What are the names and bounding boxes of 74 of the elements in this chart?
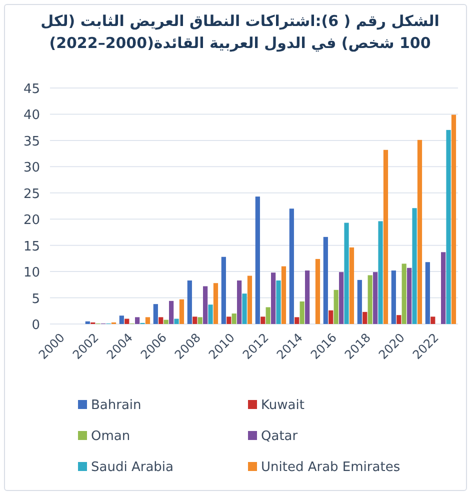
- y-tick-label: 0: [32, 318, 40, 333]
- bar: [198, 317, 202, 324]
- bar: [305, 270, 310, 324]
- bar: [179, 299, 184, 324]
- bar: [328, 310, 334, 324]
- y-tick-label: 10: [23, 266, 40, 281]
- bar: [255, 196, 260, 324]
- bar: [294, 317, 300, 324]
- bar: [271, 272, 276, 324]
- y-tick-label: 20: [23, 213, 40, 228]
- bar: [192, 316, 198, 324]
- bar: [119, 316, 124, 324]
- bar: [425, 262, 430, 324]
- bar: [260, 316, 266, 324]
- bar: [145, 317, 150, 324]
- bar: [349, 247, 354, 324]
- bar: [232, 314, 236, 324]
- y-tick-label: 25: [23, 186, 40, 202]
- bar: [446, 130, 451, 324]
- bar: [412, 208, 417, 324]
- bar: [221, 256, 226, 324]
- bar: [187, 280, 192, 324]
- legend-label: Saudi Arabia: [91, 460, 174, 475]
- bar: [242, 294, 247, 324]
- bar: [441, 252, 446, 324]
- bar: [362, 312, 368, 324]
- bar: [368, 275, 372, 324]
- legend-label: Oman: [91, 429, 130, 444]
- bar: [391, 270, 396, 324]
- bar: [344, 222, 349, 324]
- bar: [396, 315, 402, 324]
- bar: [451, 114, 456, 324]
- y-tick-label: 5: [32, 292, 40, 307]
- y-tick-label: 15: [23, 239, 40, 254]
- bar: [153, 304, 158, 324]
- legend-label: Kuwait: [261, 398, 304, 413]
- bar: [402, 264, 406, 324]
- bar: [407, 268, 412, 324]
- bar: [373, 272, 378, 324]
- bar: [417, 140, 422, 324]
- bar: [334, 290, 338, 324]
- bar: [247, 276, 252, 324]
- legend-label: Qatar: [261, 429, 298, 444]
- y-tick-label: 45: [23, 82, 40, 97]
- bar: [174, 318, 179, 324]
- legend-label: Bahrain: [91, 398, 142, 413]
- bar: [300, 301, 304, 324]
- bar: [164, 320, 168, 324]
- bar: [85, 321, 90, 324]
- bar: [323, 236, 328, 324]
- bar: [124, 318, 130, 324]
- bar: [169, 300, 174, 324]
- bar: [339, 272, 344, 324]
- bar: [213, 283, 218, 324]
- y-tick-label: 40: [23, 108, 40, 124]
- bar: [237, 280, 242, 324]
- bar: [430, 316, 436, 324]
- bar: [266, 307, 270, 324]
- bar: [378, 221, 383, 324]
- y-tick-label: 30: [23, 160, 40, 176]
- bar: [281, 266, 286, 324]
- legend-label: United Arab Emirates: [261, 460, 400, 475]
- bar: [276, 280, 281, 324]
- bar: [315, 258, 320, 324]
- chart-title: الشكل رقم ( 6):اشتراكات النطاق العريض الثابت (لكل 100 شخص) في الدول العربية القائدة(2000–2022): [40, 11, 440, 54]
- bar: [208, 304, 213, 324]
- bar: [226, 316, 232, 324]
- bar: [357, 280, 362, 324]
- bar: [289, 208, 294, 324]
- bar: [203, 286, 208, 324]
- y-tick-label: 35: [23, 134, 40, 150]
- bar: [135, 317, 140, 324]
- bar: [158, 317, 164, 324]
- bar: [383, 150, 388, 324]
